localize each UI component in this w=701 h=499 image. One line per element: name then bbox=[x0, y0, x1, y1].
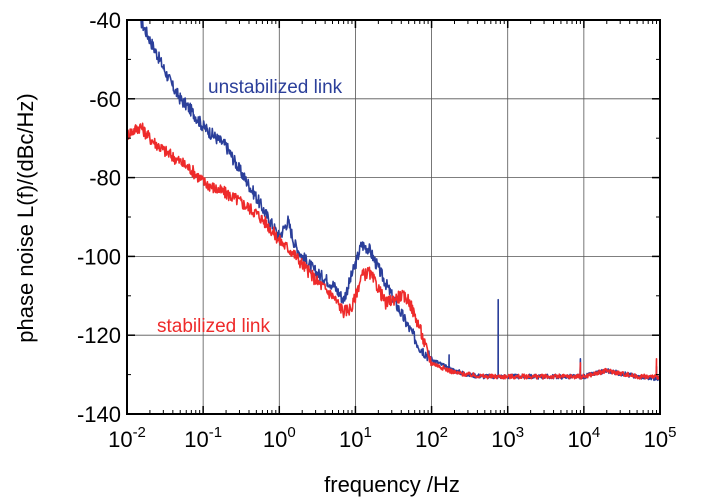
series-line-unstabilized bbox=[140, 19, 661, 382]
x-tick-label: 104 bbox=[567, 424, 600, 452]
series-label-unstabilized: unstabilized link bbox=[208, 77, 343, 98]
y-tick-label: -140 bbox=[77, 402, 121, 427]
series-line-stabilized bbox=[126, 122, 661, 380]
y-tick-label: -80 bbox=[89, 166, 121, 191]
x-axis-label: frequency /Hz bbox=[324, 472, 460, 497]
y-tick-label: -40 bbox=[89, 8, 121, 33]
x-tick-label: 103 bbox=[491, 424, 524, 452]
y-tick-label: -60 bbox=[89, 87, 121, 112]
series-label-stabilized: stabilized link bbox=[157, 316, 270, 337]
x-tick-label: 10-2 bbox=[108, 424, 146, 452]
x-tick-label: 102 bbox=[415, 424, 448, 452]
y-tick-label: -120 bbox=[77, 323, 121, 348]
plot-frame bbox=[126, 19, 661, 415]
grid-lines bbox=[127, 20, 660, 414]
x-tick-label: 100 bbox=[263, 424, 296, 452]
x-tick-labels: 10-2 10-1 100 101 102 103 104 105 bbox=[108, 424, 676, 452]
axis-ticks bbox=[126, 19, 661, 415]
x-tick-label: 101 bbox=[339, 424, 372, 452]
y-axis-label: phase noise L(f)/(dBc/Hz) bbox=[13, 93, 38, 342]
y-tick-labels: -40 -60 -80 -100 -120 -140 bbox=[77, 8, 121, 427]
x-tick-label: 105 bbox=[644, 424, 677, 452]
x-tick-label: 10-1 bbox=[184, 424, 222, 452]
y-tick-label: -100 bbox=[77, 244, 121, 269]
series-layer bbox=[126, 19, 661, 382]
